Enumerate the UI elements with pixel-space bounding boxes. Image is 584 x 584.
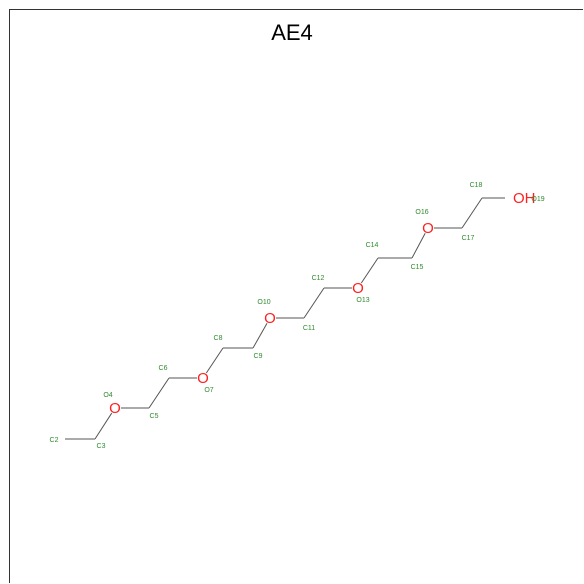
- bond-o7-c8: [205, 347, 224, 374]
- atom-symbol-o16: O: [422, 220, 434, 237]
- atom-label-c18: C18: [470, 182, 483, 189]
- bonds-layer: [65, 197, 505, 440]
- bond-c3-o4: [94, 412, 113, 440]
- atom-label-c17: C17: [462, 235, 475, 242]
- atom-symbol-o10: O: [264, 310, 276, 327]
- atom-symbol-o19: OH: [513, 190, 536, 207]
- atom-symbol-o7: O: [197, 370, 209, 387]
- bond-c5-c6: [148, 377, 170, 409]
- atom-label-c14: C14: [366, 242, 379, 249]
- atom-label-c8: C8: [214, 335, 223, 342]
- atom-label-c5: C5: [150, 413, 159, 420]
- atom-label-o7: O7: [204, 387, 213, 394]
- atom-label-o13: O13: [356, 297, 369, 304]
- bond-o13-c14: [360, 257, 379, 284]
- atom-symbol-o13: O: [352, 280, 364, 297]
- atom-label-c3: C3: [97, 443, 106, 450]
- bond-c17-c18: [461, 197, 483, 229]
- diagram-frame: [9, 9, 583, 583]
- atom-label-o16: O16: [415, 209, 428, 216]
- atom-label-o19: O19: [531, 196, 544, 203]
- atom-label-o10: O10: [257, 299, 270, 306]
- bond-c9-o10: [252, 322, 268, 349]
- atom-label-c2: C2: [50, 437, 59, 444]
- bond-c11-c12: [303, 287, 325, 319]
- bond-c15-o16: [411, 233, 426, 259]
- atom-label-c12: C12: [312, 275, 325, 282]
- atom-label-c15: C15: [411, 264, 424, 271]
- atoms-layer: C2C3OO4C5C6OO7C8C9OO10C11C12OO13C14C15OO…: [50, 182, 545, 450]
- diagram-title: AE4: [271, 20, 313, 45]
- atom-label-c11: C11: [303, 325, 315, 332]
- atom-symbol-o4: O: [109, 400, 121, 417]
- atom-label-c6: C6: [159, 365, 168, 372]
- atom-label-o4: O4: [103, 392, 112, 399]
- atom-label-c9: C9: [254, 353, 263, 360]
